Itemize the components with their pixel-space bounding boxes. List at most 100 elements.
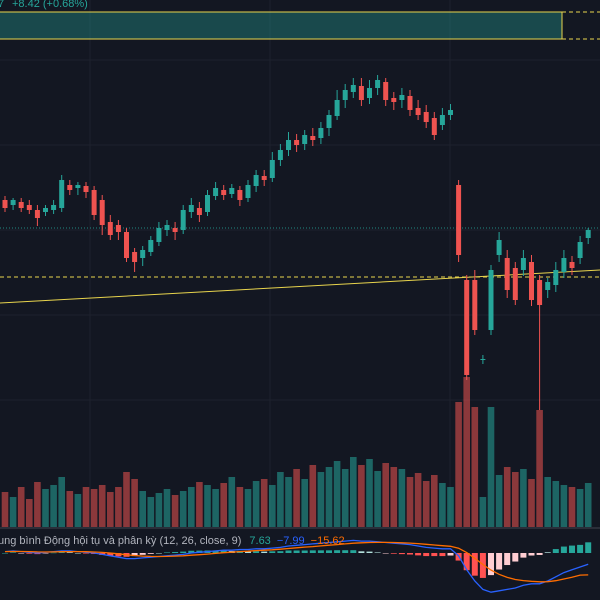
volume-bar — [90, 489, 98, 527]
candle-body — [99, 200, 105, 225]
volume-bar — [431, 475, 438, 527]
macd-hist-bar — [552, 549, 559, 553]
candle-body — [367, 88, 372, 98]
volume-bar — [325, 467, 333, 527]
signal-line — [4, 541, 589, 583]
macd-hist-bar — [131, 553, 138, 557]
volume-bar — [123, 472, 130, 527]
macd-hist-bar — [220, 550, 227, 553]
macd-hist-bar — [269, 551, 276, 553]
volume-bar — [171, 495, 179, 527]
volume-bar — [455, 402, 462, 527]
volume-bar — [139, 491, 146, 527]
header-change: +8.42 (+0.68%) — [12, 0, 88, 10]
candle-body — [431, 118, 437, 135]
macd-hist-bar — [107, 553, 114, 556]
candle-body — [480, 359, 486, 360]
macd-hist-bar — [423, 553, 430, 557]
candle-body — [10, 200, 16, 205]
volume-bar — [131, 479, 138, 527]
candle-body — [261, 176, 267, 180]
macd-hist-bar — [504, 553, 511, 566]
macd-hist-bar — [74, 553, 81, 554]
candle-body — [124, 232, 129, 258]
volume-bar — [50, 485, 57, 527]
volume-bar — [26, 499, 33, 527]
macd-hist-bar — [528, 553, 535, 556]
macd-hist-bar — [50, 552, 57, 554]
candle-body — [205, 195, 210, 212]
volume-bar — [350, 457, 357, 527]
macd-hist-bar — [350, 550, 357, 553]
macd-line — [4, 539, 589, 593]
macd-hist-bar — [309, 550, 316, 553]
volume-bar — [74, 494, 82, 527]
macd-hist-bar — [585, 542, 592, 553]
macd-hist-bar — [390, 553, 397, 554]
zone-box — [0, 11, 563, 40]
macd-line-value: −7.99 — [277, 535, 305, 547]
candle-body — [399, 95, 405, 100]
candle-body — [456, 185, 462, 255]
volume-bar — [479, 497, 487, 527]
candle-body — [318, 128, 324, 138]
macd-hist-bar — [26, 553, 33, 554]
candle-body — [91, 190, 97, 215]
candle-body — [569, 262, 575, 268]
volume-bar — [188, 487, 195, 527]
macd-hist-bar — [374, 552, 381, 553]
volume-bar — [179, 491, 187, 527]
volume-bar — [584, 483, 592, 527]
volume-bar — [366, 459, 373, 527]
volume-pane — [1, 377, 592, 527]
macd-hist-bar — [520, 553, 527, 558]
volume-bar — [447, 487, 454, 527]
candle-body — [132, 252, 138, 262]
candle-body — [342, 90, 348, 100]
candle-body — [415, 108, 421, 115]
candle-body — [172, 228, 178, 232]
macd-hist-bar — [66, 552, 73, 553]
candle-body — [59, 180, 65, 208]
candle-body — [537, 280, 543, 305]
volume-bar — [228, 477, 236, 527]
volume-bar — [115, 487, 122, 527]
volume-bar — [204, 485, 211, 527]
macd-hist-bar — [577, 544, 584, 553]
candle-body — [545, 282, 551, 290]
candle-body — [67, 185, 73, 190]
macd-hist-bar — [569, 545, 575, 553]
volume-bar — [66, 491, 74, 527]
macd-hist-bar — [512, 553, 519, 562]
macd-hist-bar — [398, 553, 405, 555]
volume-bar — [374, 471, 381, 527]
candle-body — [577, 242, 583, 258]
candle-body — [156, 228, 162, 242]
volume-bar — [260, 479, 268, 527]
candle-body — [350, 85, 356, 92]
volume-bar — [560, 485, 568, 527]
volume-bar — [536, 410, 543, 527]
macd-hist-bar — [415, 553, 422, 556]
candle-body — [51, 205, 57, 210]
macd-hist-bar — [488, 553, 494, 576]
macd-hist-bar — [471, 553, 478, 576]
macd-hist-bar — [172, 552, 179, 553]
candle-body — [326, 115, 332, 128]
macd-hist-bar — [2, 553, 8, 554]
candle-body — [561, 258, 567, 272]
candle-body — [18, 202, 24, 208]
candle-body — [553, 270, 559, 285]
volume-bar — [98, 485, 106, 527]
candle-body — [286, 140, 291, 150]
macd-hist-bar — [463, 553, 470, 571]
candle-body — [34, 210, 40, 218]
macd-hist-bar — [212, 550, 219, 553]
candle-body — [512, 268, 518, 300]
volume-bar — [301, 479, 308, 527]
candle-body — [472, 280, 478, 330]
volume-bar — [390, 467, 398, 527]
candle-body — [358, 86, 364, 100]
candle-body — [529, 262, 534, 300]
volume-bar — [309, 465, 317, 527]
